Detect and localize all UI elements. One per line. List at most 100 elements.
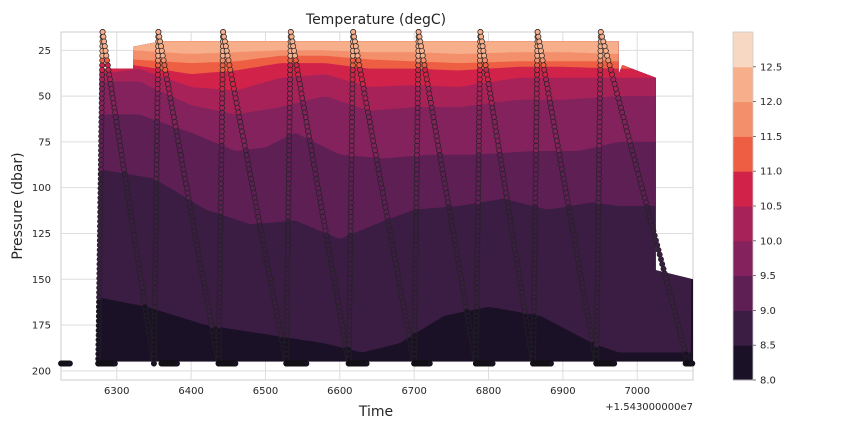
profile-point bbox=[522, 313, 529, 320]
profile-point bbox=[597, 76, 604, 83]
profile-point bbox=[195, 251, 202, 258]
profile-point bbox=[545, 90, 552, 97]
profile-point bbox=[185, 194, 192, 201]
profile-point bbox=[193, 237, 200, 244]
profile-point bbox=[583, 303, 590, 310]
profile-point bbox=[552, 128, 559, 135]
profile-point bbox=[429, 109, 436, 116]
profile-point bbox=[534, 62, 541, 69]
profile-point bbox=[634, 166, 641, 173]
profile-point bbox=[312, 171, 319, 178]
profile-point bbox=[367, 123, 374, 130]
profile-point bbox=[153, 180, 160, 187]
colorbar-band-0 bbox=[733, 345, 753, 381]
profile-point bbox=[525, 332, 532, 339]
profile-point bbox=[484, 76, 491, 83]
profile-point bbox=[354, 52, 361, 59]
profile-point bbox=[207, 313, 213, 320]
profile-point bbox=[509, 227, 515, 234]
colorbar-band-5 bbox=[733, 171, 753, 207]
profile-point bbox=[467, 327, 474, 334]
profile-point bbox=[480, 47, 487, 54]
profile-point bbox=[651, 232, 658, 239]
profile-point bbox=[157, 38, 164, 45]
profile-point bbox=[433, 133, 440, 140]
profile-point bbox=[679, 336, 686, 343]
profile-point bbox=[577, 270, 584, 277]
profile-point bbox=[154, 90, 161, 97]
profile-point bbox=[524, 322, 531, 329]
profile-point bbox=[154, 76, 161, 83]
profile-point bbox=[413, 194, 420, 201]
profile-point bbox=[285, 194, 292, 201]
profile-point bbox=[658, 256, 664, 263]
profile-point bbox=[182, 175, 189, 182]
profile-point bbox=[240, 133, 246, 140]
x-axis-label: Time bbox=[358, 404, 393, 420]
colorbar-tick-label-8: 12.0 bbox=[760, 97, 782, 108]
x-axis-ticks: 6300 6400 6500 6600 6700 6800 6900 7000 bbox=[104, 386, 650, 397]
profile-point bbox=[371, 142, 378, 149]
profile-point bbox=[201, 280, 207, 286]
profile-point bbox=[242, 147, 249, 154]
profile-point bbox=[250, 190, 257, 196]
profile-point bbox=[276, 322, 283, 329]
profile-point bbox=[569, 223, 575, 230]
profile-point bbox=[161, 62, 168, 69]
profile-point bbox=[186, 199, 193, 206]
bottom-point-0 bbox=[66, 360, 73, 367]
profile-point bbox=[496, 147, 503, 154]
profile-point bbox=[575, 261, 582, 268]
profile-point bbox=[216, 313, 223, 320]
profile-point bbox=[558, 166, 565, 173]
profile-point bbox=[435, 142, 442, 149]
profile-point bbox=[118, 152, 125, 159]
profile-point bbox=[346, 341, 352, 348]
profile-point bbox=[152, 275, 159, 282]
profile-point bbox=[95, 341, 102, 348]
profile-point bbox=[399, 294, 405, 301]
profile-point bbox=[181, 171, 188, 178]
profile-point bbox=[322, 227, 329, 234]
profile-point bbox=[244, 156, 251, 163]
profile-point bbox=[134, 256, 141, 263]
profile-point bbox=[107, 81, 114, 88]
profile-point bbox=[139, 284, 146, 291]
colorbar-tick-label-1: 8.5 bbox=[760, 341, 776, 352]
profile-point bbox=[378, 180, 385, 187]
profile-point bbox=[375, 166, 382, 173]
profile-point bbox=[203, 294, 210, 301]
profile-point bbox=[154, 128, 161, 135]
profile-point bbox=[358, 71, 364, 78]
profile-point bbox=[579, 280, 586, 286]
profile-point bbox=[267, 280, 274, 286]
profile-point bbox=[151, 341, 158, 348]
profile-point bbox=[530, 327, 537, 334]
bottom-point-3 bbox=[232, 360, 239, 367]
profile-point bbox=[215, 341, 222, 348]
profile-point bbox=[466, 322, 473, 329]
profile-point bbox=[588, 332, 595, 339]
profile-point bbox=[414, 128, 421, 135]
profile-point bbox=[252, 199, 259, 206]
profile-point bbox=[222, 43, 229, 50]
profile-point bbox=[513, 256, 520, 263]
profile-point bbox=[104, 62, 111, 69]
profile-point bbox=[266, 270, 273, 277]
profile-point bbox=[218, 171, 225, 178]
profile-point bbox=[593, 341, 600, 348]
profile-point bbox=[426, 90, 433, 97]
profile-point bbox=[140, 294, 147, 301]
profile-point bbox=[202, 289, 209, 296]
profile-point bbox=[95, 313, 102, 320]
profile-point bbox=[361, 90, 368, 97]
profile-point bbox=[532, 223, 538, 230]
profile-point bbox=[556, 152, 563, 159]
profile-point bbox=[296, 76, 302, 83]
profile-point bbox=[352, 43, 359, 50]
profile-point bbox=[392, 256, 398, 263]
profile-point bbox=[539, 57, 546, 64]
profile-point bbox=[142, 303, 149, 310]
profile-point bbox=[533, 128, 540, 135]
profile-point bbox=[289, 38, 296, 45]
